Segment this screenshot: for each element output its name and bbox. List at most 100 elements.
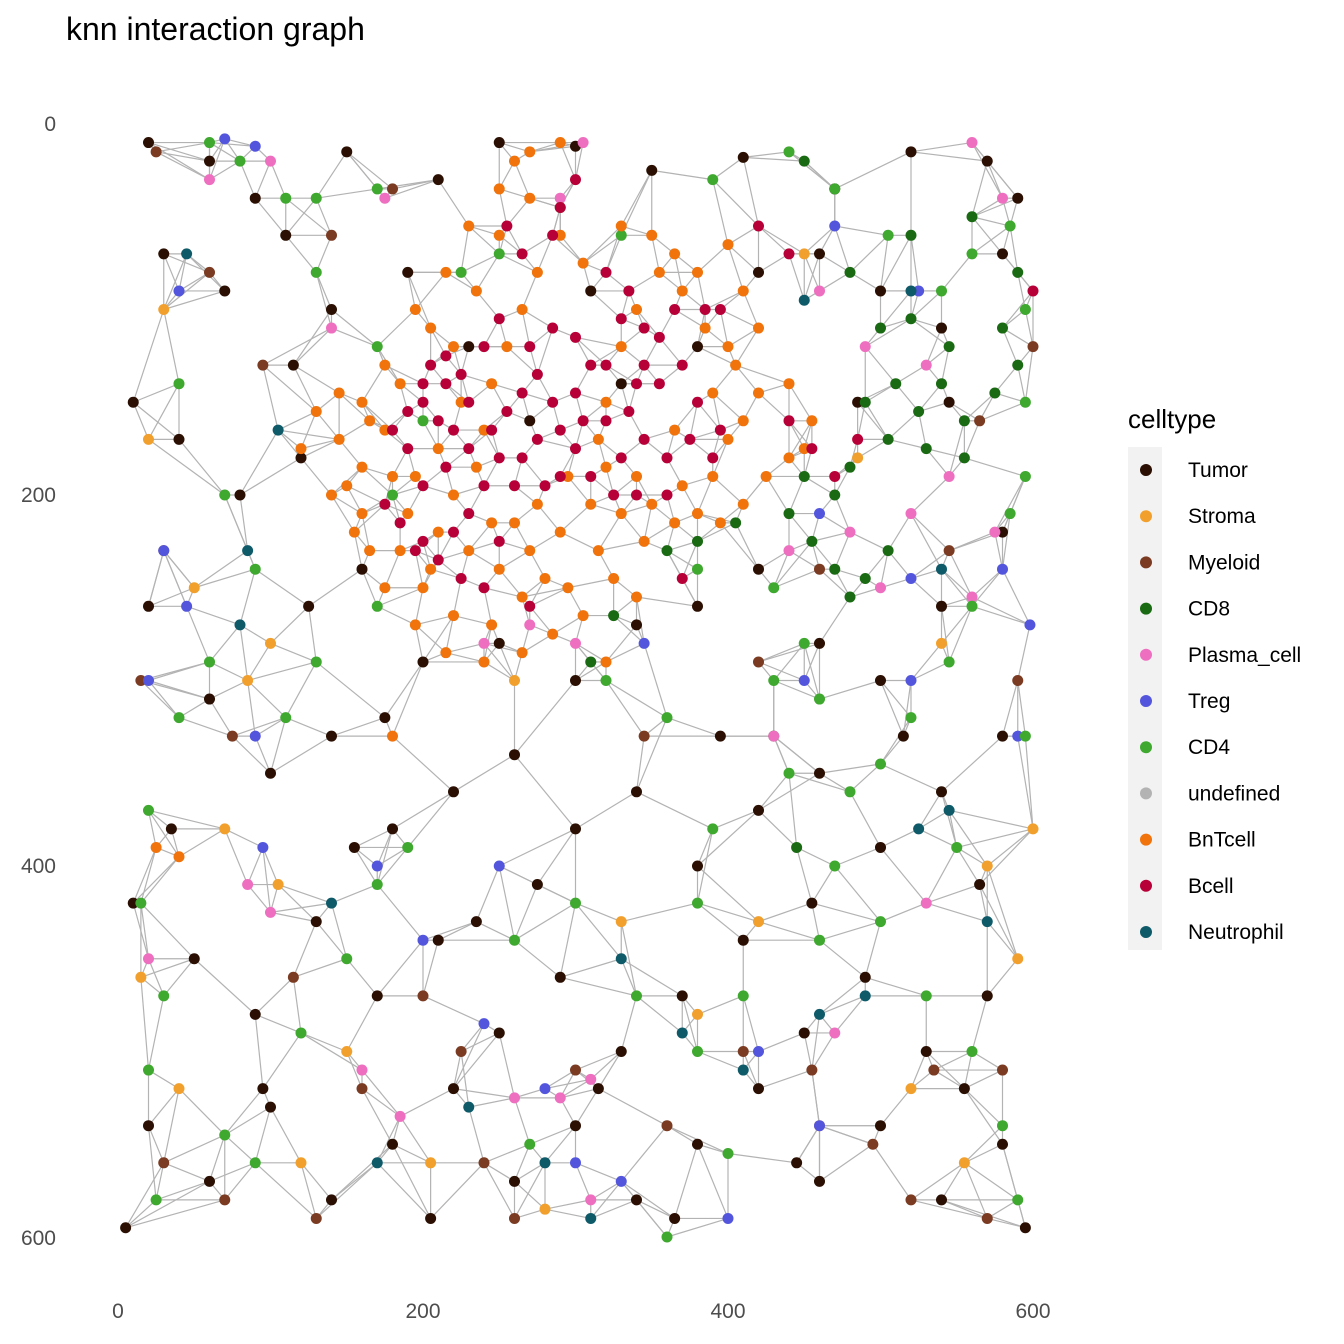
- graph-edge: [559, 902, 577, 978]
- cell-point-bcell: [402, 443, 414, 455]
- cell-point-cd8: [875, 322, 886, 334]
- cell-point-cd4: [966, 248, 978, 260]
- cell-point-neutrophil: [539, 1157, 551, 1169]
- graph-edge: [834, 995, 866, 1034]
- graph-edge: [285, 234, 317, 273]
- graph-edge: [163, 1088, 180, 1163]
- graph-edge: [239, 624, 271, 644]
- y-axis-ticks: 0 200 400 600: [21, 113, 56, 1250]
- graph-edge: [758, 642, 805, 663]
- graph-edge: [986, 921, 1019, 960]
- cell-point-bntcell: [470, 461, 482, 473]
- graph-edge: [948, 531, 996, 552]
- cell-point-cd4: [997, 1120, 1008, 1132]
- graph-edge: [735, 327, 760, 366]
- graph-edge: [552, 615, 584, 635]
- cell-point-tumor: [265, 767, 276, 779]
- graph-edge: [979, 884, 988, 922]
- graph-edge: [376, 309, 416, 348]
- cell-point-bntcell: [478, 424, 490, 436]
- cell-point-cd4: [341, 953, 353, 965]
- cell-point-myeloid: [806, 1064, 818, 1076]
- cell-point-cd4: [310, 656, 322, 668]
- cell-point-myeloid: [257, 359, 269, 371]
- graph-edge: [696, 828, 714, 867]
- cell-point-bntcell: [486, 378, 498, 390]
- graph-edge: [384, 364, 424, 385]
- cell-point-bcell: [661, 452, 673, 464]
- cell-point-bntcell: [592, 545, 604, 557]
- cell-point-tumor: [204, 155, 215, 167]
- graph-edge: [819, 921, 881, 941]
- cell-point-bntcell: [516, 647, 528, 659]
- cell-point-neutrophil: [615, 953, 627, 965]
- cell-point-bntcell: [631, 591, 642, 603]
- cell-point-tumor: [493, 1027, 505, 1039]
- cell-point-plasma-cell: [966, 137, 978, 149]
- cell-point-treg: [257, 841, 269, 853]
- graph-edge: [834, 531, 851, 570]
- graph-edge: [925, 448, 950, 477]
- graph-edge: [605, 680, 645, 737]
- graph-edge: [963, 420, 981, 459]
- graph-edge: [300, 457, 332, 496]
- cell-point-plasma-cell: [509, 1092, 520, 1104]
- cell-point-bntcell: [364, 415, 376, 427]
- cell-point-bntcell: [524, 146, 536, 158]
- graph-edge: [346, 958, 378, 997]
- cell-point-cd4: [844, 786, 856, 798]
- graph-edge: [658, 336, 683, 366]
- graph-edge: [712, 439, 729, 477]
- graph-edge: [918, 809, 950, 830]
- graph-edge: [834, 225, 851, 273]
- cell-point-cd4: [707, 174, 719, 186]
- cell-point-treg: [158, 545, 170, 557]
- graph-edge: [315, 272, 333, 329]
- graph-edge: [156, 141, 210, 153]
- graph-edge: [895, 383, 920, 412]
- graph-edge: [971, 197, 1018, 218]
- graph-edge: [468, 1106, 485, 1163]
- cell-point-cd4: [249, 563, 261, 575]
- cell-point-tumor: [295, 452, 307, 464]
- graph-edge: [811, 902, 881, 923]
- cell-point-cd4: [814, 693, 825, 705]
- graph-edge: [392, 791, 454, 830]
- cell-point-bcell: [577, 415, 589, 427]
- graph-edge: [719, 522, 759, 570]
- cell-point-stroma: [905, 1083, 917, 1095]
- cell-point-bntcell: [531, 266, 543, 278]
- cell-point-bcell: [600, 266, 612, 278]
- cell-point-cd4: [1004, 220, 1016, 232]
- graph-edge: [979, 828, 1034, 885]
- graph-edge: [415, 614, 454, 626]
- cell-point-cd4: [936, 285, 947, 297]
- cell-point-bntcell: [722, 433, 734, 445]
- cell-point-tumor: [127, 396, 139, 408]
- graph-edge: [308, 568, 363, 607]
- graph-edge: [971, 225, 1011, 255]
- cell-point-bntcell: [486, 619, 498, 631]
- cell-point-bcell: [653, 331, 665, 343]
- graph-edge: [819, 772, 851, 793]
- graph-edge: [788, 420, 813, 450]
- graph-edge: [330, 494, 355, 533]
- graph-edge: [163, 253, 180, 292]
- graph-edge: [163, 550, 195, 589]
- chart-title: knn interaction graph: [66, 11, 365, 47]
- cell-point-plasma-cell: [577, 137, 589, 149]
- cell-point-treg: [539, 1083, 551, 1095]
- cell-point-bcell: [394, 517, 406, 529]
- graph-edge: [254, 160, 272, 199]
- graph-edge: [148, 1088, 180, 1127]
- cell-point-cd8: [791, 841, 803, 853]
- graph-edge: [620, 921, 638, 996]
- graph-edge: [384, 179, 439, 199]
- cell-point-bcell: [486, 424, 498, 436]
- cell-point-bcell: [638, 322, 650, 334]
- cell-point-bcell: [714, 304, 726, 315]
- graph-edge: [674, 1144, 699, 1219]
- cell-point-cd4: [234, 155, 246, 167]
- cell-point-myeloid: [226, 730, 238, 742]
- cell-point-tumor: [257, 1083, 269, 1095]
